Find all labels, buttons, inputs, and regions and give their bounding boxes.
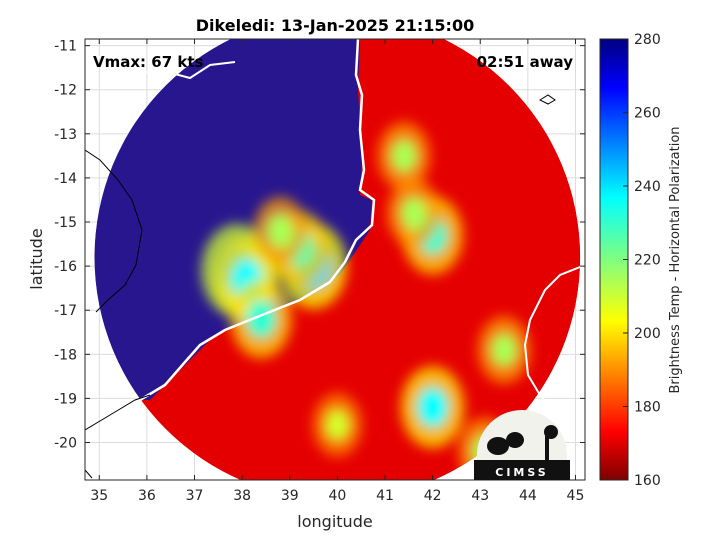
feature-core bbox=[324, 408, 350, 441]
cimss-logo: CIMSS bbox=[474, 410, 570, 480]
x-axis: 35 36 37 38 39 40 41 42 43 44 45 bbox=[90, 39, 584, 504]
colorbar-tick-label: 220 bbox=[634, 253, 661, 269]
feature-core bbox=[245, 299, 277, 339]
y-tick-label: -17 bbox=[54, 303, 77, 319]
brightness-swath bbox=[94, 39, 581, 480]
x-tick-label: 43 bbox=[471, 488, 489, 504]
x-tick-label: 35 bbox=[90, 488, 108, 504]
colorbar-tick-label: 240 bbox=[634, 179, 661, 195]
y-tick-label: -13 bbox=[54, 127, 77, 143]
x-tick-label: 42 bbox=[424, 488, 442, 504]
x-tick-label: 45 bbox=[567, 488, 585, 504]
logo-text: CIMSS bbox=[495, 466, 548, 479]
x-tick-label: 39 bbox=[281, 488, 299, 504]
y-tick-label: -15 bbox=[54, 215, 77, 231]
x-tick-label: 41 bbox=[376, 488, 394, 504]
colorbar-tick-label: 280 bbox=[634, 32, 661, 48]
feature-core bbox=[267, 213, 294, 248]
y-tick-label: -19 bbox=[54, 391, 77, 407]
axes-box bbox=[84, 38, 586, 481]
feature-core bbox=[416, 386, 449, 428]
time-away-annotation: 02:51 away bbox=[477, 53, 574, 71]
feature-core bbox=[390, 138, 418, 173]
x-tick-label: 36 bbox=[138, 488, 156, 504]
y-tick-label: -14 bbox=[54, 171, 77, 187]
colorbar-tick-label: 200 bbox=[634, 326, 661, 342]
colorbar-tick-label: 180 bbox=[634, 400, 661, 416]
x-tick-label: 44 bbox=[519, 488, 537, 504]
feature-core bbox=[490, 333, 518, 367]
y-tick-label: -16 bbox=[54, 259, 77, 275]
coastline bbox=[85, 39, 585, 479]
y-tick-label: -18 bbox=[54, 347, 77, 363]
y-axis-label: latitude bbox=[27, 228, 46, 289]
y-tick-label: -20 bbox=[54, 436, 77, 452]
colorbar-tick-label: 160 bbox=[634, 473, 661, 489]
x-tick-label: 37 bbox=[186, 488, 204, 504]
x-axis-label: longitude bbox=[297, 512, 372, 531]
x-tick-label: 38 bbox=[233, 488, 251, 504]
chart-title: Dikeledi: 13-Jan-2025 21:15:00 bbox=[196, 16, 474, 35]
colorbar-label: Brightness Temp - Horizontal Polarizatio… bbox=[668, 126, 683, 393]
y-tick-label: -12 bbox=[54, 83, 77, 99]
colorbar-tick-label: 260 bbox=[634, 106, 661, 122]
vmax-annotation: Vmax: 67 kts bbox=[93, 53, 203, 71]
y-axis: -11 -12 -13 -14 -15 -16 -17 -18 -19 -20 bbox=[54, 39, 585, 452]
x-tick-label: 40 bbox=[328, 488, 346, 504]
colorbar-ticks: 160 180 200 220 240 260 280 bbox=[623, 32, 661, 489]
y-tick-label: -11 bbox=[54, 39, 77, 55]
feature-core bbox=[400, 196, 427, 231]
land-region bbox=[94, 39, 372, 400]
